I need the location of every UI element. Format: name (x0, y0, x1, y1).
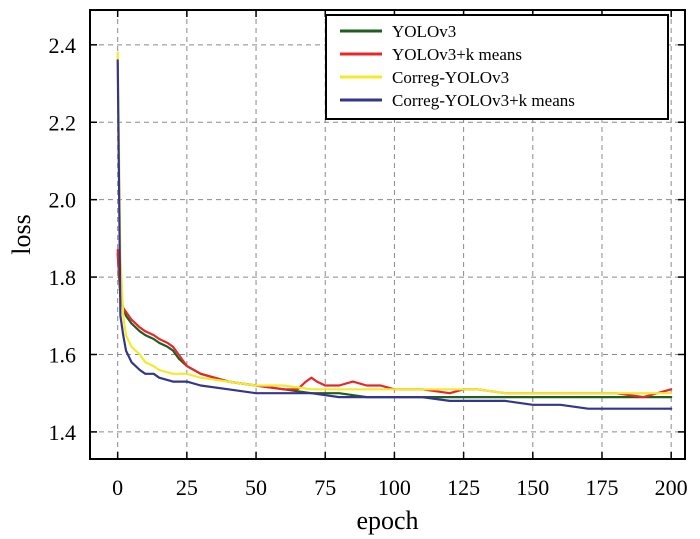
legend-label: YOLOv3 (392, 22, 456, 41)
x-tick-label: 0 (112, 475, 123, 500)
axis-ticks (90, 10, 685, 459)
legend-label: Correg-YOLOv3+k means (392, 91, 575, 110)
x-tick-label: 100 (378, 475, 411, 500)
series-line-4 (116, 59, 673, 410)
y-axis-title: loss (7, 214, 36, 254)
x-tick-label: 175 (585, 475, 618, 500)
x-tick-label: 25 (176, 475, 198, 500)
legend-box (325, 14, 669, 120)
legend-label: Correg-YOLOv3 (392, 68, 509, 87)
legend-label: YOLOv3+k means (392, 45, 522, 64)
y-tick-label: 2.0 (49, 188, 77, 213)
x-tick-label: 150 (516, 475, 549, 500)
y-tick-label: 1.6 (49, 342, 77, 367)
y-tick-label: 2.2 (49, 110, 77, 135)
x-tick-label: 125 (447, 475, 480, 500)
x-axis-title: epoch (356, 506, 418, 535)
y-tick-label: 1.4 (49, 420, 77, 445)
axis-labels: 0 25 50 75 100 125 150 175 200 1.4 1.6 1.8 2.0 2.2 2.4 (49, 33, 688, 500)
x-tick-label: 75 (314, 475, 336, 500)
series-lines (116, 51, 673, 410)
x-tick-label: 50 (245, 475, 267, 500)
y-tick-label: 2.4 (49, 33, 77, 58)
legend: YOLOv3 YOLOv3+k means Correg-YOLOv3 Correg-… (325, 14, 669, 120)
y-tick-label: 1.8 (49, 265, 77, 290)
series-line-3 (116, 51, 673, 395)
x-tick-label: 200 (655, 475, 688, 500)
plot-frame (89, 9, 686, 460)
